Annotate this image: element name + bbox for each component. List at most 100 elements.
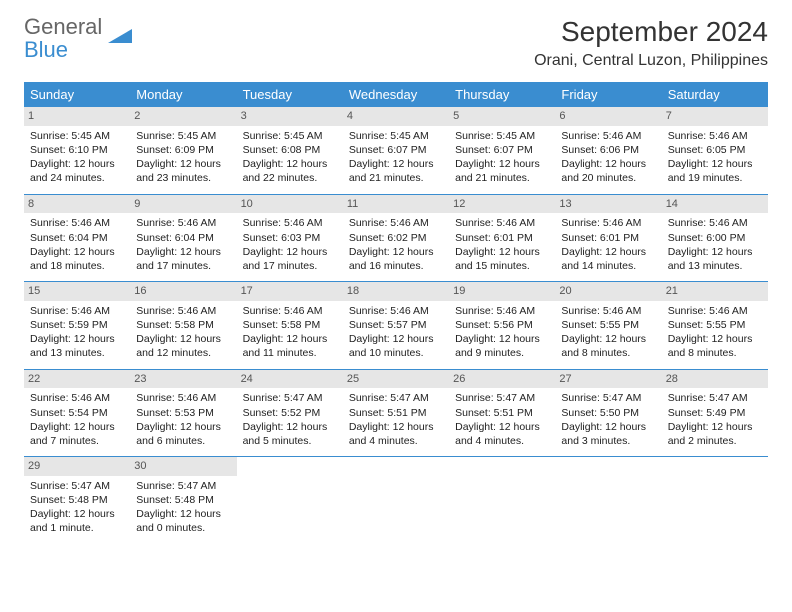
sunrise-text: Sunrise: 5:46 AM — [455, 216, 549, 230]
sunset-text: Sunset: 5:55 PM — [668, 318, 762, 332]
sunrise-text: Sunrise: 5:46 AM — [668, 129, 762, 143]
day-number: 11 — [343, 195, 449, 214]
daylight-text-1: Daylight: 12 hours — [243, 157, 337, 171]
day-number: 17 — [237, 282, 343, 301]
daylight-text-2: and 19 minutes. — [668, 171, 762, 185]
sunset-text: Sunset: 5:53 PM — [136, 406, 230, 420]
sunset-text: Sunset: 6:01 PM — [561, 231, 655, 245]
daylight-text-1: Daylight: 12 hours — [30, 420, 124, 434]
daylight-text-2: and 12 minutes. — [136, 346, 230, 360]
day-number: 8 — [24, 195, 130, 214]
dow-saturday: Saturday — [662, 82, 768, 107]
calendar-cell: 5 Sunrise: 5:45 AM Sunset: 6:07 PM Dayli… — [449, 107, 555, 194]
daylight-text-2: and 22 minutes. — [243, 171, 337, 185]
sunset-text: Sunset: 5:50 PM — [561, 406, 655, 420]
sunrise-text: Sunrise: 5:47 AM — [668, 391, 762, 405]
sunrise-text: Sunrise: 5:46 AM — [243, 216, 337, 230]
sunset-text: Sunset: 5:55 PM — [561, 318, 655, 332]
daylight-text-2: and 9 minutes. — [455, 346, 549, 360]
sunrise-text: Sunrise: 5:46 AM — [455, 304, 549, 318]
daylight-text-1: Daylight: 12 hours — [561, 420, 655, 434]
day-number: 30 — [130, 457, 236, 476]
daylight-text-1: Daylight: 12 hours — [30, 157, 124, 171]
calendar-row: 1 Sunrise: 5:45 AM Sunset: 6:10 PM Dayli… — [24, 107, 768, 194]
calendar-cell: 30 Sunrise: 5:47 AM Sunset: 5:48 PM Dayl… — [130, 457, 236, 544]
day-number: 14 — [662, 195, 768, 214]
calendar-cell: 13 Sunrise: 5:46 AM Sunset: 6:01 PM Dayl… — [555, 194, 661, 282]
sunset-text: Sunset: 5:51 PM — [349, 406, 443, 420]
sunrise-text: Sunrise: 5:46 AM — [136, 391, 230, 405]
calendar-cell: 6 Sunrise: 5:46 AM Sunset: 6:06 PM Dayli… — [555, 107, 661, 194]
calendar-cell: 7 Sunrise: 5:46 AM Sunset: 6:05 PM Dayli… — [662, 107, 768, 194]
calendar-cell-empty — [662, 457, 768, 544]
day-number: 28 — [662, 370, 768, 389]
dow-monday: Monday — [130, 82, 236, 107]
sunset-text: Sunset: 5:48 PM — [136, 493, 230, 507]
sunrise-text: Sunrise: 5:46 AM — [30, 216, 124, 230]
dow-row: Sunday Monday Tuesday Wednesday Thursday… — [24, 82, 768, 107]
header: General Blue September 2024 Orani, Centr… — [24, 16, 768, 70]
daylight-text-2: and 18 minutes. — [30, 259, 124, 273]
calendar-cell: 24 Sunrise: 5:47 AM Sunset: 5:52 PM Dayl… — [237, 369, 343, 457]
day-number: 10 — [237, 195, 343, 214]
sunrise-text: Sunrise: 5:47 AM — [243, 391, 337, 405]
day-number: 27 — [555, 370, 661, 389]
dow-wednesday: Wednesday — [343, 82, 449, 107]
calendar-cell-empty — [343, 457, 449, 544]
sunset-text: Sunset: 5:58 PM — [243, 318, 337, 332]
sunrise-text: Sunrise: 5:45 AM — [136, 129, 230, 143]
daylight-text-2: and 13 minutes. — [30, 346, 124, 360]
daylight-text-1: Daylight: 12 hours — [668, 420, 762, 434]
sunrise-text: Sunrise: 5:46 AM — [668, 304, 762, 318]
daylight-text-2: and 21 minutes. — [455, 171, 549, 185]
daylight-text-2: and 7 minutes. — [30, 434, 124, 448]
daylight-text-2: and 17 minutes. — [243, 259, 337, 273]
calendar-cell: 29 Sunrise: 5:47 AM Sunset: 5:48 PM Dayl… — [24, 457, 130, 544]
sunset-text: Sunset: 5:51 PM — [455, 406, 549, 420]
daylight-text-2: and 2 minutes. — [668, 434, 762, 448]
sunset-text: Sunset: 5:56 PM — [455, 318, 549, 332]
sunrise-text: Sunrise: 5:46 AM — [30, 391, 124, 405]
sunrise-text: Sunrise: 5:47 AM — [349, 391, 443, 405]
daylight-text-2: and 13 minutes. — [668, 259, 762, 273]
sunset-text: Sunset: 6:05 PM — [668, 143, 762, 157]
daylight-text-1: Daylight: 12 hours — [668, 245, 762, 259]
daylight-text-2: and 10 minutes. — [349, 346, 443, 360]
daylight-text-2: and 20 minutes. — [561, 171, 655, 185]
calendar-cell: 10 Sunrise: 5:46 AM Sunset: 6:03 PM Dayl… — [237, 194, 343, 282]
sunset-text: Sunset: 6:10 PM — [30, 143, 124, 157]
calendar-cell: 18 Sunrise: 5:46 AM Sunset: 5:57 PM Dayl… — [343, 282, 449, 370]
calendar-cell: 11 Sunrise: 5:46 AM Sunset: 6:02 PM Dayl… — [343, 194, 449, 282]
sunset-text: Sunset: 6:03 PM — [243, 231, 337, 245]
daylight-text-1: Daylight: 12 hours — [136, 157, 230, 171]
sunset-text: Sunset: 6:02 PM — [349, 231, 443, 245]
daylight-text-2: and 3 minutes. — [561, 434, 655, 448]
dow-tuesday: Tuesday — [237, 82, 343, 107]
sunset-text: Sunset: 5:58 PM — [136, 318, 230, 332]
daylight-text-1: Daylight: 12 hours — [243, 420, 337, 434]
daylight-text-2: and 1 minute. — [30, 521, 124, 535]
calendar-cell: 14 Sunrise: 5:46 AM Sunset: 6:00 PM Dayl… — [662, 194, 768, 282]
day-number: 5 — [449, 107, 555, 126]
sunrise-text: Sunrise: 5:45 AM — [30, 129, 124, 143]
daylight-text-2: and 17 minutes. — [136, 259, 230, 273]
sunrise-text: Sunrise: 5:46 AM — [561, 129, 655, 143]
day-number: 23 — [130, 370, 236, 389]
calendar-cell: 9 Sunrise: 5:46 AM Sunset: 6:04 PM Dayli… — [130, 194, 236, 282]
day-number: 26 — [449, 370, 555, 389]
day-number: 1 — [24, 107, 130, 126]
day-number: 9 — [130, 195, 236, 214]
day-number: 3 — [237, 107, 343, 126]
daylight-text-2: and 8 minutes. — [668, 346, 762, 360]
daylight-text-1: Daylight: 12 hours — [136, 245, 230, 259]
logo-triangle-icon — [108, 25, 132, 48]
sunset-text: Sunset: 5:48 PM — [30, 493, 124, 507]
sunrise-text: Sunrise: 5:46 AM — [668, 216, 762, 230]
calendar-cell: 21 Sunrise: 5:46 AM Sunset: 5:55 PM Dayl… — [662, 282, 768, 370]
daylight-text-1: Daylight: 12 hours — [30, 332, 124, 346]
day-number: 13 — [555, 195, 661, 214]
daylight-text-2: and 11 minutes. — [243, 346, 337, 360]
day-number: 12 — [449, 195, 555, 214]
day-number: 4 — [343, 107, 449, 126]
calendar-cell: 12 Sunrise: 5:46 AM Sunset: 6:01 PM Dayl… — [449, 194, 555, 282]
